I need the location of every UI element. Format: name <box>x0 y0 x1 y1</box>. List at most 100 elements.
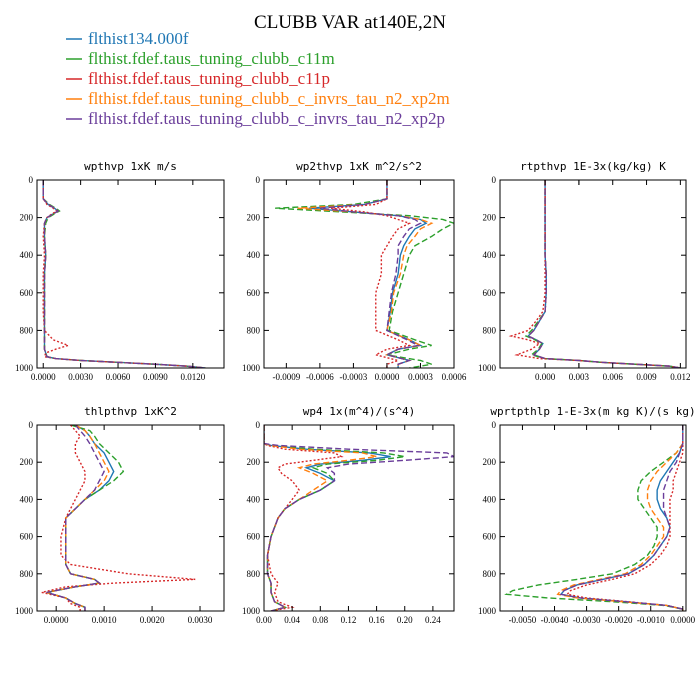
y-tick-label: 400 <box>483 250 497 260</box>
x-tick-label: 0.0010 <box>92 615 117 625</box>
x-tick-label: 0.0003 <box>408 372 433 382</box>
y-tick-label: 800 <box>483 325 497 335</box>
legend-label: flthist.fdef.taus_tuning_clubb_c11m <box>88 49 335 68</box>
x-tick-label: 0.0030 <box>68 372 93 382</box>
series-line <box>526 180 681 368</box>
x-tick-label: -0.0010 <box>637 615 665 625</box>
y-tick-label: 400 <box>247 250 261 260</box>
chart-panel: thlpthvp 1xK^2 0 200 400 600 800 1000 0.0000 0.0… <box>15 405 225 625</box>
y-tick-label: 800 <box>20 325 34 335</box>
x-tick-label: -0.0009 <box>272 372 300 382</box>
y-tick-label: 600 <box>483 288 497 298</box>
x-tick-label: 0.0000 <box>670 615 695 625</box>
x-tick-label: 0.000 <box>535 372 556 382</box>
y-tick-label: 600 <box>247 532 261 542</box>
x-tick-label: -0.0030 <box>573 615 601 625</box>
series-line <box>559 425 684 611</box>
series-line <box>42 180 206 368</box>
x-tick-label: -0.0003 <box>340 372 368 382</box>
series-line <box>42 180 206 368</box>
y-tick-label: 400 <box>247 494 261 504</box>
series-line <box>297 180 434 368</box>
series-line <box>46 425 110 611</box>
y-tick-label: 400 <box>483 494 497 504</box>
y-tick-label: 600 <box>20 532 34 542</box>
y-tick-label: 800 <box>247 325 261 335</box>
x-tick-label: 0.009 <box>636 372 657 382</box>
y-tick-label: 800 <box>20 569 34 579</box>
series-line <box>319 180 422 368</box>
x-tick-label: 0.08 <box>312 615 328 625</box>
series-line <box>264 425 454 611</box>
plot-frame <box>36 179 225 369</box>
y-tick-label: 400 <box>20 494 34 504</box>
series-line <box>46 425 105 611</box>
x-tick-label: 0.0090 <box>143 372 168 382</box>
y-tick-label: 1000 <box>478 363 497 373</box>
legend: flthist134.000fflthist.fdef.taus_tuning_… <box>66 29 450 128</box>
x-tick-label: 0.16 <box>369 615 385 625</box>
legend-label: flthist.fdef.taus_tuning_clubb_c_invrs_t… <box>88 109 445 128</box>
x-tick-label: 0.12 <box>341 615 357 625</box>
y-tick-label: 0 <box>256 175 261 185</box>
legend-label: flthist.fdef.taus_tuning_clubb_c_invrs_t… <box>88 89 450 108</box>
x-tick-label: -0.0020 <box>605 615 633 625</box>
series-line <box>526 180 681 368</box>
series-line <box>42 180 206 368</box>
x-tick-label: 0.0000 <box>31 372 56 382</box>
x-tick-label: 0.20 <box>397 615 413 625</box>
legend-label: flthist.fdef.taus_tuning_clubb_c11p <box>88 69 330 88</box>
x-tick-label: 0.0006 <box>442 372 467 382</box>
legend-label: flthist134.000f <box>88 29 189 48</box>
plot-frame <box>499 179 687 369</box>
y-tick-label: 200 <box>483 213 497 223</box>
panel-title: wp4 1x(m^4)/(s^4) <box>303 405 416 418</box>
panel-title: wpthvp 1xK m/s <box>84 160 177 173</box>
y-tick-label: 0 <box>492 420 497 430</box>
series-line <box>264 425 377 611</box>
x-tick-label: 0.0060 <box>106 372 131 382</box>
x-tick-label: 0.04 <box>284 615 300 625</box>
series-line <box>556 425 684 611</box>
y-tick-label: 1000 <box>478 606 497 616</box>
chart-panel: wp2thvp 1xK m^2/s^2 0 200 400 600 800 1000 -0.0… <box>242 160 467 382</box>
legend-entry: flthist.fdef.taus_tuning_clubb_c11p <box>66 69 330 88</box>
series-line <box>275 180 454 368</box>
y-tick-label: 200 <box>20 213 34 223</box>
y-tick-label: 600 <box>247 288 261 298</box>
figure-title: CLUBB VAR at140E,2N <box>254 12 446 33</box>
y-tick-label: 0 <box>29 420 34 430</box>
series-line <box>526 180 681 368</box>
series-line <box>308 180 428 368</box>
y-tick-label: 1000 <box>15 363 34 373</box>
panel-title: wprtpthlp 1-E-3x(m kg K)/(s kg) <box>490 405 695 418</box>
series-line <box>524 180 681 368</box>
plot-frame <box>263 424 455 612</box>
x-tick-label: 0.0120 <box>180 372 205 382</box>
y-tick-label: 200 <box>20 457 34 467</box>
legend-entry: flthist.fdef.taus_tuning_clubb_c_invrs_t… <box>66 109 445 128</box>
x-tick-label: 0.0000 <box>44 615 69 625</box>
panel-title: thlpthvp 1xK^2 <box>84 405 177 418</box>
y-tick-label: 1000 <box>15 606 34 616</box>
x-tick-label: -0.0050 <box>509 615 537 625</box>
series-line <box>504 425 684 611</box>
y-tick-label: 0 <box>29 175 34 185</box>
y-tick-label: 0 <box>492 175 497 185</box>
y-tick-label: 200 <box>247 457 261 467</box>
x-tick-label: -0.0006 <box>306 372 334 382</box>
x-tick-label: 0.0000 <box>375 372 400 382</box>
y-tick-label: 800 <box>483 569 497 579</box>
y-tick-label: 1000 <box>242 606 261 616</box>
y-tick-label: 200 <box>247 213 261 223</box>
x-tick-label: 0.0030 <box>188 615 213 625</box>
y-tick-label: 800 <box>247 569 261 579</box>
x-tick-label: 0.012 <box>670 372 690 382</box>
legend-entry: flthist.fdef.taus_tuning_clubb_c_invrs_t… <box>66 89 450 108</box>
y-tick-label: 400 <box>20 250 34 260</box>
y-tick-label: 600 <box>483 532 497 542</box>
